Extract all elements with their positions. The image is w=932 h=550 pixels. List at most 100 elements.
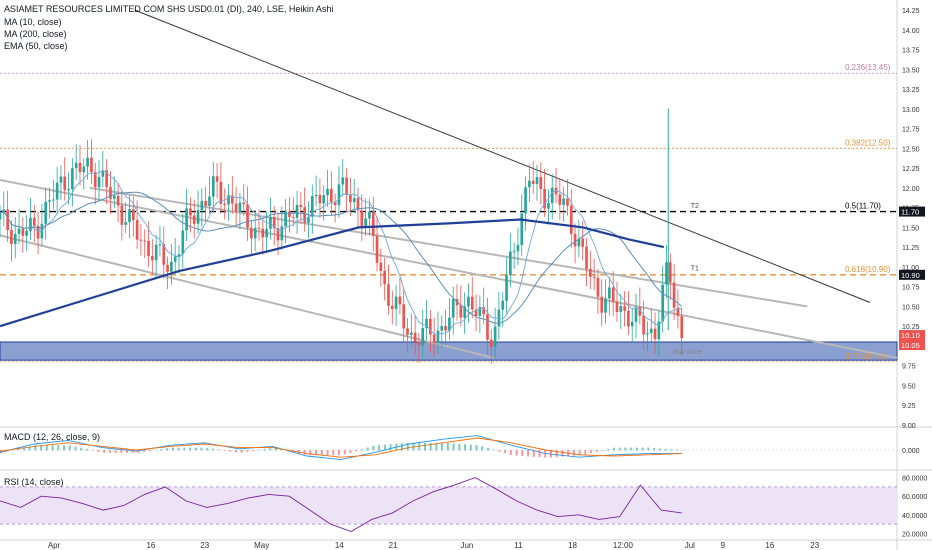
y-tick-label: 13.00 [902,107,920,114]
candle [486,314,489,340]
candle [657,321,661,340]
candle [97,176,101,188]
candle [67,189,70,191]
candle [230,195,234,204]
fib-label: 0.236(13.45) [845,63,891,72]
candle [93,172,97,188]
candle [436,330,440,343]
macd-hist-bar [57,445,60,451]
macd-hist-bar [349,450,352,453]
candle [21,228,25,236]
candle [272,217,276,229]
candle [615,301,619,313]
candle [181,230,185,255]
candle [307,216,310,223]
candle [295,204,299,218]
candle [528,180,531,188]
macd-hist-bar [80,447,83,451]
macd-hist-bar [423,442,426,451]
candle [364,218,367,227]
candle [71,168,74,190]
x-tick-label: 14 [335,541,344,550]
macd-hist-bar [315,450,318,456]
ema50-line [0,191,683,324]
y-tick-label: 13.50 [902,67,920,74]
y-tick-label: 9.75 [902,364,916,371]
channel-line [0,178,898,359]
candle [173,256,177,262]
candle [269,217,272,229]
candle [653,328,657,340]
macd-hist-bar [521,450,524,457]
macd-hist-bar [561,450,564,457]
macd-hist-bar [234,450,237,453]
macd-hist-bar [624,447,627,451]
candle [600,296,604,313]
indicator-ema50-label: EMA (50, close) [4,41,68,51]
macd-hist-bar [406,442,409,451]
candle [139,239,143,241]
macd-hist-bar [635,447,638,451]
y-tick-label: 14.00 [902,28,920,35]
macd-hist-bar [532,450,535,457]
macd-hist-bar [412,442,415,451]
candle [223,203,227,205]
candle [588,268,592,277]
macd-hist-bar [97,450,100,452]
macd-hist-bar [177,447,180,451]
candle [318,195,322,204]
x-tick-label: Apr [48,541,61,550]
fib-label: 0.618(10.90) [845,265,891,274]
candle [242,202,246,205]
price-badge [899,206,925,217]
candle [402,304,406,329]
x-tick-label: 23 [200,541,209,550]
candle [406,328,409,335]
candle [170,261,173,272]
candle [417,341,421,346]
candle [314,195,318,197]
macd-hist-bar [51,445,54,451]
candle [524,187,527,214]
candle [649,328,653,334]
macd-hist-bar [647,447,650,451]
candle [86,157,89,167]
candle [257,227,261,229]
candle [59,176,63,183]
macd-y-tick: 0.000 [902,448,920,455]
candle [185,208,188,231]
macd-hist-bar [274,448,277,451]
ma10-line [0,169,682,335]
macd-hist-bar [567,450,570,457]
x-tick-label: 11 [514,541,523,550]
candle [516,244,520,252]
candle [440,325,444,331]
candle [55,182,59,200]
candle [611,287,615,302]
rsi-band [0,486,897,525]
candle [25,230,28,236]
candle [421,328,425,346]
candle [284,211,287,227]
macd-hist-bar [326,450,329,456]
candle [554,187,558,195]
candle [288,211,291,217]
macd-hist-bar [286,450,289,452]
candle [581,238,585,247]
candle [474,309,478,316]
candle [577,238,581,247]
candle [493,326,497,347]
candle [505,274,508,301]
price-badge-label: 10.10 [901,331,920,340]
macd-hist-bar [269,448,272,451]
macd-hist-bar [263,448,266,451]
rsi-label: RSI (14, close) [4,477,64,487]
macd-hist-bar [590,450,593,454]
trend-line [134,9,871,303]
macd-hist-bar [372,445,375,451]
candle [387,284,390,306]
candle [253,227,257,239]
candle [467,296,470,307]
candle [535,177,539,185]
